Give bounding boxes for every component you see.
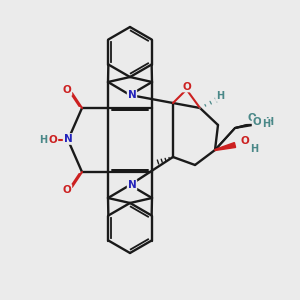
Text: N: N: [128, 90, 136, 100]
Text: H: H: [39, 135, 47, 145]
Text: O: O: [63, 185, 71, 195]
Text: H: H: [216, 91, 224, 101]
Text: O: O: [241, 136, 249, 146]
Text: O: O: [253, 117, 261, 127]
Text: H: H: [265, 117, 273, 127]
Text: O: O: [182, 82, 191, 92]
Text: O: O: [248, 113, 256, 123]
Text: N: N: [64, 134, 72, 144]
Text: N: N: [128, 180, 136, 190]
Text: H: H: [262, 119, 270, 129]
Text: O: O: [63, 85, 71, 95]
Polygon shape: [215, 142, 236, 151]
Text: H: H: [250, 144, 258, 154]
Text: O: O: [49, 135, 57, 145]
